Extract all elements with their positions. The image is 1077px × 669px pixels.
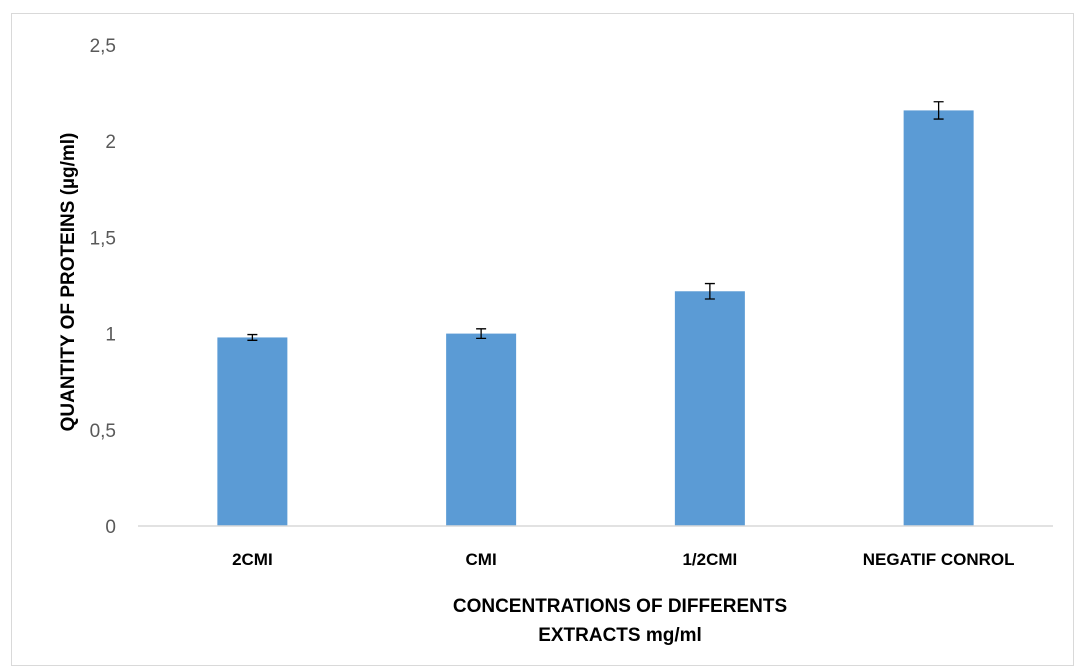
bar xyxy=(446,333,517,526)
error-bars xyxy=(247,101,944,341)
error-bar xyxy=(704,282,715,300)
x-tick-label: CMI xyxy=(466,550,497,569)
y-axis-ticks: 0 0,5 1 1,5 2 2,5 xyxy=(90,36,116,538)
y-tick-label: 0 xyxy=(105,517,116,538)
bar xyxy=(903,110,974,526)
error-bar xyxy=(933,101,944,120)
y-axis-title: QUANTITY OF PROTEINS (µg/ml) xyxy=(58,133,79,432)
x-axis-ticks: 2CMI CMI 1/2CMI NEGATIF CONROL xyxy=(232,550,1014,569)
bars xyxy=(217,110,974,526)
y-tick-label: 1,5 xyxy=(90,228,116,249)
error-bar xyxy=(247,333,258,341)
x-tick-label: 1/2CMI xyxy=(682,550,737,569)
chart-border xyxy=(11,13,1074,666)
bar xyxy=(674,291,745,526)
x-tick-label: 2CMI xyxy=(232,550,273,569)
y-tick-label: 0,5 xyxy=(90,421,116,442)
y-tick-label: 1 xyxy=(105,325,116,346)
y-tick-label: 2 xyxy=(105,132,116,153)
error-bar xyxy=(476,328,487,340)
bar xyxy=(217,337,288,526)
x-axis-title-line-2: EXTRACTS mg/ml xyxy=(538,625,702,646)
y-tick-label: 2,5 xyxy=(90,36,116,57)
x-axis-title-line-1: CONCENTRATIONS OF DIFFERENTS xyxy=(453,596,787,617)
x-tick-label: NEGATIF CONROL xyxy=(863,550,1015,569)
